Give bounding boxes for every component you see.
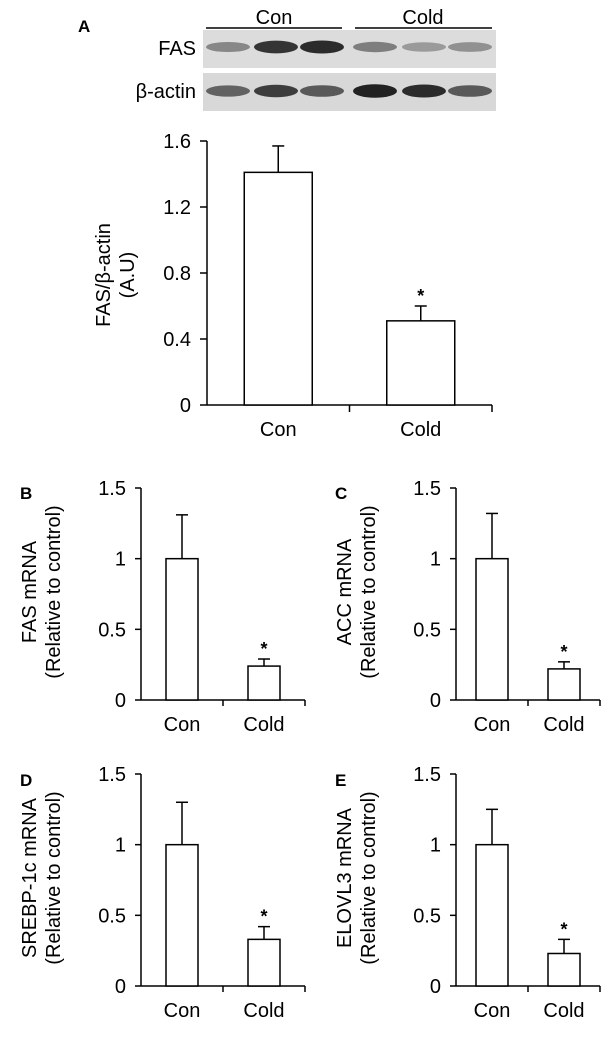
x-tick-label-b-cold: Cold [243, 714, 284, 736]
blot-row-label-beta-actin: β-actin [136, 81, 196, 103]
blot-strip-fas [203, 30, 496, 68]
y-tick-label-a: 0.4 [163, 329, 191, 351]
beta-actin-band-6 [448, 85, 492, 97]
y-tick-label-d: 1.5 [98, 764, 126, 786]
y-tick-label-d: 0 [115, 976, 126, 998]
bar-a-cold [386, 320, 456, 406]
y-axis-label-b-line-2: (Relative to control) [43, 505, 65, 678]
bar-b-con [165, 557, 199, 701]
y-axis-label-b-line-1: FAS mRNA [19, 540, 41, 643]
panel-letter-a: A [78, 17, 90, 36]
y-axis-label-e-line-1: ELOVL3 mRNA [334, 807, 356, 948]
bar-c-con [475, 557, 509, 701]
panel-letter-c: C [335, 484, 347, 503]
fas-band-2 [254, 40, 298, 54]
significance-marker-a: * [417, 286, 424, 306]
y-tick-label-e: 0 [430, 976, 441, 998]
y-tick-label-a: 0.8 [163, 263, 191, 285]
bar-e-con [475, 843, 509, 987]
significance-marker-d: * [260, 907, 267, 927]
fas-band-3 [300, 40, 344, 54]
beta-actin-band-3 [300, 85, 344, 97]
y-tick-label-c: 0.5 [413, 619, 441, 641]
fas-band-5 [402, 42, 446, 52]
panel-letter-d: D [20, 771, 32, 790]
y-tick-label-d: 1 [115, 835, 126, 857]
y-axis-label-d: SREBP-1c mRNA (Relative to control) [19, 791, 65, 964]
chart-panel-a: FAS/β-actin (A.U) 0 0.4 0.8 1.2 1.6 Con * Cold [93, 131, 493, 441]
y-tick-label-b: 1 [115, 549, 126, 571]
y-axis-label-a: FAS/β-actin (A.U) [93, 223, 139, 327]
bar-a-con [243, 171, 313, 406]
y-axis-label-c: ACC mRNA (Relative to control) [334, 505, 380, 678]
blot-bands-beta-actin [206, 84, 492, 98]
fas-band-1 [206, 41, 250, 53]
y-axis-label-d-line-2: (Relative to control) [43, 791, 65, 964]
x-tick-label-e-cold: Cold [543, 1000, 584, 1022]
beta-actin-band-4 [353, 84, 397, 98]
y-tick-label-c: 1.5 [413, 478, 441, 500]
blot-group-label-con: Con [256, 7, 293, 29]
bar-d-cold [247, 938, 281, 987]
y-tick-label-c: 0 [430, 690, 441, 712]
fas-band-6 [448, 42, 492, 52]
bar-e-cold [547, 952, 581, 987]
x-tick-label-a-cold: Cold [400, 419, 441, 441]
y-tick-label-a: 0 [180, 395, 191, 417]
y-axis-label-c-line-1: ACC mRNA [334, 538, 356, 645]
bar-d-con [165, 843, 199, 987]
x-tick-label-a-con: Con [260, 419, 297, 441]
x-tick-label-b-con: Con [164, 714, 201, 736]
y-tick-label-d: 0.5 [98, 905, 126, 927]
y-tick-label-b: 1.5 [98, 478, 126, 500]
chart-panel-b: B FAS mRNA (Relative to control) 0 0.5 1 1.… [19, 478, 306, 736]
y-axis-label-a-line-2: (A.U) [117, 252, 139, 299]
y-tick-label-b: 0.5 [98, 619, 126, 641]
x-tick-label-d-con: Con [164, 1000, 201, 1022]
significance-marker-c: * [560, 642, 567, 662]
y-tick-label-c: 1 [430, 549, 441, 571]
x-tick-label-e-con: Con [474, 1000, 511, 1022]
y-axis-label-d-line-1: SREBP-1c mRNA [19, 797, 41, 958]
y-axis-label-a-line-1: FAS/β-actin [93, 223, 115, 327]
x-tick-label-d-cold: Cold [243, 1000, 284, 1022]
y-tick-label-a: 1.6 [163, 131, 191, 153]
y-tick-label-a: 1.2 [163, 197, 191, 219]
beta-actin-band-2 [254, 84, 298, 98]
x-tick-label-c-cold: Cold [543, 714, 584, 736]
panel-letter-e: E [335, 771, 346, 790]
x-tick-label-c-con: Con [474, 714, 511, 736]
y-axis-label-e: ELOVL3 mRNA (Relative to control) [334, 791, 380, 964]
y-tick-label-b: 0 [115, 690, 126, 712]
y-axis-label-b: FAS mRNA (Relative to control) [19, 505, 65, 678]
chart-panel-e: E ELOVL3 mRNA (Relative to control) 0 0.5… [334, 764, 601, 1022]
y-axis-label-e-line-2: (Relative to control) [358, 791, 380, 964]
beta-actin-band-5 [402, 84, 446, 98]
chart-panel-d: D SREBP-1c mRNA (Relative to control) 0 0… [19, 764, 306, 1022]
blot-strip-beta-actin [203, 73, 496, 111]
blot-row-label-fas: FAS [158, 38, 196, 60]
significance-marker-e: * [560, 919, 567, 939]
blot-group-label-cold: Cold [402, 7, 443, 29]
bar-c-cold [547, 668, 581, 701]
beta-actin-band-1 [206, 85, 250, 97]
y-tick-label-e: 0.5 [413, 905, 441, 927]
significance-marker-b: * [260, 639, 267, 659]
blot-bands-fas [206, 40, 492, 54]
western-blot: A Con Cold FAS β-actin [78, 7, 496, 111]
panel-letter-b: B [20, 484, 32, 503]
fas-band-4 [353, 41, 397, 53]
chart-panel-c: C ACC mRNA (Relative to control) 0 0.5 1 1.… [334, 478, 601, 736]
y-axis-label-c-line-2: (Relative to control) [358, 505, 380, 678]
y-tick-label-e: 1 [430, 835, 441, 857]
y-tick-label-e: 1.5 [413, 764, 441, 786]
bar-b-cold [247, 665, 281, 701]
